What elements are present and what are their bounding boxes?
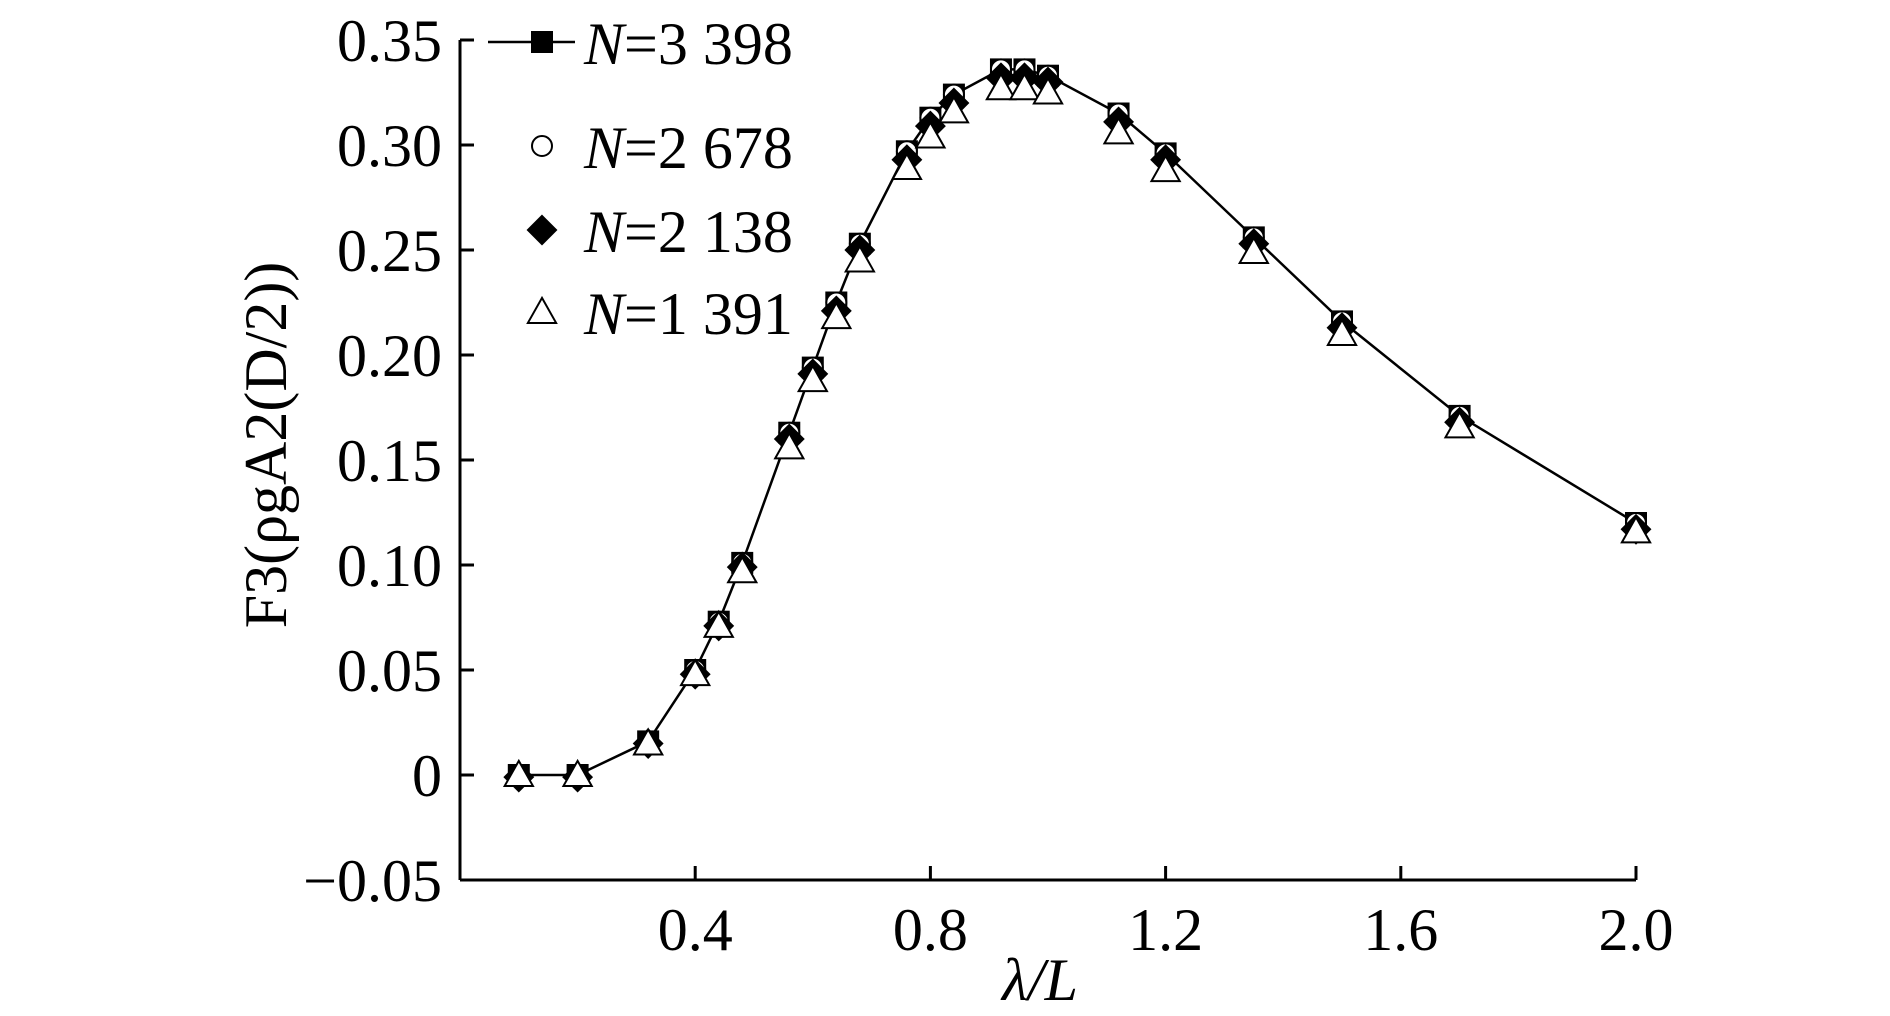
y-axis-label: F3(ρgA2(D/2)) <box>233 262 299 629</box>
legend-item: N=1 391 <box>526 281 793 347</box>
series-group <box>502 58 1652 793</box>
x-tick-label: 1.2 <box>1128 897 1203 963</box>
legend: N=3 398 N=2 678 N=2 138 N=1 391 <box>488 11 793 347</box>
legend-label: N=3 398 <box>583 11 793 77</box>
data-point <box>843 244 876 273</box>
y-tick-label: −0.05 <box>303 848 442 914</box>
x-axis-label: λ/L <box>1000 947 1078 1013</box>
data-point <box>820 301 853 330</box>
legend-marker <box>531 31 553 53</box>
legend-item: N=2 138 <box>526 199 793 265</box>
legend-item: N=3 398 <box>488 11 793 77</box>
y-tick-label: 0.05 <box>337 638 442 704</box>
legend-label: N=2 138 <box>583 199 793 265</box>
data-point <box>891 151 923 181</box>
data-point <box>1032 76 1064 105</box>
legend-marker <box>531 135 553 157</box>
y-tick-label: 0.25 <box>337 218 442 284</box>
legend-marker <box>526 214 558 246</box>
data-point <box>796 364 829 393</box>
data-point <box>632 727 665 756</box>
legend-item: N=2 678 <box>531 115 793 181</box>
data-point <box>561 758 594 787</box>
data-point <box>726 555 759 584</box>
data-point <box>773 431 806 460</box>
y-tick-label: 0.10 <box>337 533 442 599</box>
data-point <box>1237 235 1270 265</box>
y-tick-label: 0.35 <box>337 8 442 74</box>
series-line <box>518 68 1637 777</box>
legend-marker <box>526 295 558 324</box>
y-tick-label: 0 <box>412 743 442 809</box>
y-tick-label: 0.15 <box>337 428 442 494</box>
tick-marks <box>460 38 1638 882</box>
data-point <box>1102 116 1135 145</box>
data-point <box>1620 515 1652 544</box>
y-tick-label: 0.30 <box>337 113 442 179</box>
data-point <box>1443 410 1476 439</box>
x-tick-label: 1.6 <box>1363 897 1438 963</box>
x-tick-label: 0.4 <box>658 897 733 963</box>
data-point <box>502 758 535 787</box>
legend-label: N=2 678 <box>583 115 793 181</box>
data-point <box>679 658 712 687</box>
x-tick-label: 0.8 <box>893 897 968 963</box>
data-point <box>985 72 1017 101</box>
data-point <box>1326 317 1358 346</box>
data-point <box>1149 154 1182 183</box>
data-point <box>938 95 970 124</box>
data-point <box>1008 72 1041 101</box>
legend-label: N=1 391 <box>583 281 793 347</box>
tick-labels: −0.05 0 0.05 0.10 0.15 0.20 0.25 0.30 0.35 0.4 0.8… <box>303 8 1673 963</box>
x-tick-label: 2.0 <box>1599 897 1674 963</box>
series-4 <box>502 72 1652 787</box>
data-point <box>702 609 735 638</box>
data-point <box>914 120 947 149</box>
y-tick-label: 0.20 <box>337 323 442 389</box>
